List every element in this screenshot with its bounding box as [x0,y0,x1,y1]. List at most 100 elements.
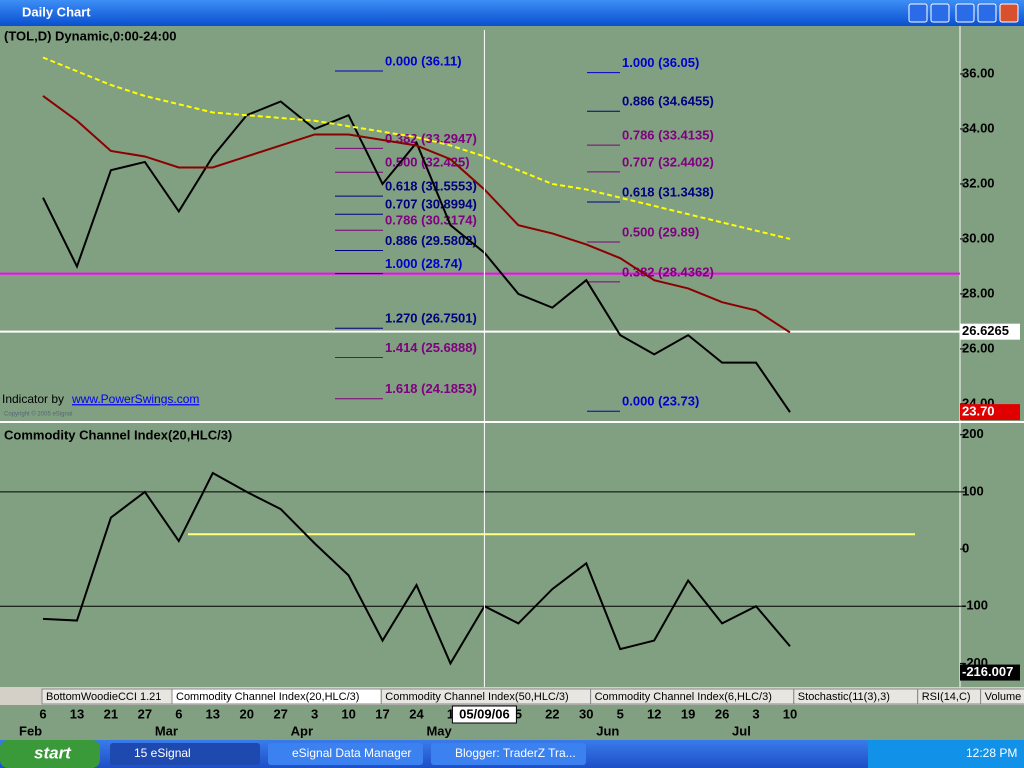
clock: 12:28 PM [966,746,1017,760]
start-label[interactable]: start [34,743,72,762]
fib-label: 0.618 (31.3438) [622,184,714,199]
tab-label[interactable]: Commodity Channel Index(6,HLC/3) [595,691,772,703]
fib-label: 0.786 (33.4135) [622,128,714,143]
fib-label: 0.886 (29.5802) [385,233,477,248]
tray [868,740,1024,768]
fib-label: 0.382 (28.4362) [622,264,714,279]
last-value-label: -216.007 [962,664,1013,679]
tab-label[interactable]: Stochastic(11(3),3) [798,691,890,703]
y-tick-label: 26.00 [962,340,995,355]
fib-label: 0.786 (30.3174) [385,213,477,228]
price-box-label: 26.6265 [962,323,1009,338]
restore-button[interactable] [930,3,950,23]
start-button[interactable] [0,740,100,768]
cursor-date: 05/09/06 [459,706,510,721]
tab-label[interactable]: Volume [985,691,1022,703]
price-title: (TOL,D) Dynamic,0:00-24:00 [4,28,176,43]
price-box-label: 23.70 [962,404,995,419]
y-tick-label: 30.00 [962,230,995,245]
y-tick-label: 200 [962,426,984,441]
cursor-date-box [451,705,517,724]
fib-label: 0.000 (36.11) [385,53,462,68]
x-tick-label: 30 [579,706,593,721]
x-tick-label: 26 [715,706,729,721]
y-tick-label: 100 [962,483,984,498]
close-button[interactable] [999,3,1019,23]
fib-label: 1.000 (28.74) [385,256,462,271]
price-line [42,95,791,334]
x-tick-label: 5 [515,706,522,721]
credit-link[interactable]: www.PowerSwings.com [71,392,199,406]
task-label[interactable]: eSignal Data Manager [292,746,411,760]
cci-line [42,471,791,666]
y-tick-label: -100 [962,598,988,613]
menu-button[interactable] [908,3,928,23]
x-tick-label: 24 [409,706,424,721]
month-label: Feb [19,723,42,738]
y-tick-label: 0 [962,541,969,556]
fib-label: 0.707 (32.4402) [622,154,714,169]
x-tick-label: 10 [783,706,797,721]
x-tick-label: 19 [681,706,695,721]
price-box [960,404,1020,421]
month-label: Jul [732,723,751,738]
y-tick-label: 28.00 [962,285,995,300]
month-label: Mar [155,723,178,738]
tab-label[interactable]: Commodity Channel Index(20,HLC/3) [176,691,359,703]
fib-label: 1.270 (26.7501) [385,311,477,326]
month-label: Apr [291,723,313,738]
tab[interactable] [980,688,1024,705]
x-tick-label: 20 [239,706,253,721]
copyright: Copyright © 2005 eSignal [4,411,72,418]
tab-label[interactable]: BottomWoodieCCI 1.21 [46,691,161,703]
x-tick-label: 10 [341,706,355,721]
tab-label[interactable]: RSI(14,C) [922,691,971,703]
fib-label: 0.500 (29.89) [622,224,699,239]
fib-label: 0.618 (31.5553) [385,179,477,194]
x-tick-label: 13 [70,706,84,721]
x-tick-label: 27 [138,706,152,721]
x-tick-label: 3 [752,706,759,721]
x-tick-label: 3 [311,706,318,721]
x-tick-label: 22 [545,706,559,721]
title-bar [0,0,1024,26]
y-tick-label: 34.00 [962,120,995,135]
x-tick-label: 27 [273,706,287,721]
x-tick-label: 1 [447,706,454,721]
month-label: Jun [596,723,619,738]
price-box [960,323,1020,340]
task-label[interactable]: 15 eSignal [134,746,191,760]
fib-label: 0.707 (30.8994) [385,197,477,212]
fib-label: 0.886 (34.6455) [622,94,714,109]
x-tick-label: 6 [39,706,46,721]
maximize-button[interactable] [977,3,997,23]
x-tick-label: 17 [375,706,389,721]
task-label[interactable]: Blogger: TraderZ Tra... [455,746,576,760]
fib-label: 1.618 (24.1853) [385,381,477,396]
x-tick-label: 13 [206,706,220,721]
chart-area [0,26,1024,687]
fib-label: 0.382 (33.2947) [385,131,477,146]
x-tick-label: 21 [104,706,118,721]
price-line [42,56,791,240]
last-value-box [960,664,1020,681]
tab-label[interactable]: Commodity Channel Index(50,HLC/3) [385,691,568,703]
month-label: May [426,723,452,738]
y-tick-label: 36.00 [962,65,995,80]
task-button[interactable] [268,743,423,765]
x-tick-label: 12 [647,706,661,721]
credit: Indicator by [2,392,64,406]
minimize-button[interactable] [955,3,975,23]
x-tick-label: 5 [617,706,624,721]
y-tick-label: 32.00 [962,175,995,190]
fib-label: 1.414 (25.6888) [385,340,477,355]
x-tick-label: 6 [175,706,182,721]
fib-label: 0.000 (23.73) [622,394,699,409]
cci-title: Commodity Channel Index(20,HLC/3) [4,427,232,442]
fib-label: 1.000 (36.05) [622,55,699,70]
task-button[interactable] [110,743,260,765]
window-title: Daily Chart [22,4,91,19]
task-button[interactable] [431,743,586,765]
price-line [42,100,791,413]
